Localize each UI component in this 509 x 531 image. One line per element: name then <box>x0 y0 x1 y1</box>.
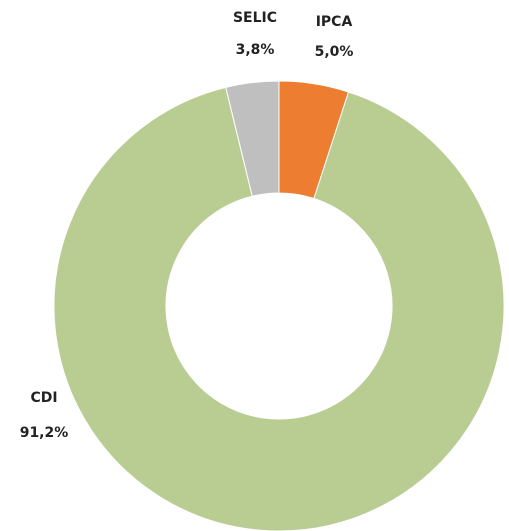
donut-slice <box>225 80 280 197</box>
donut-slice <box>53 86 505 531</box>
value-label: 91,2% <box>20 425 69 441</box>
category-label: CDI <box>30 390 57 406</box>
value-label: 5,0% <box>315 44 354 60</box>
category-label: SELIC <box>233 10 277 26</box>
category-label: IPCA <box>316 14 353 30</box>
value-label: 3,8% <box>236 42 275 58</box>
